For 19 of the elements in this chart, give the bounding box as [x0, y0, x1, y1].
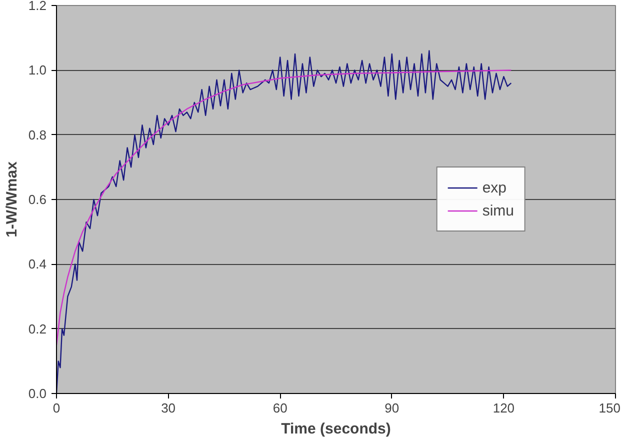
y-tick-label: 0.6 [28, 192, 47, 207]
x-tick-label: 60 [272, 400, 288, 416]
x-tick-label: 90 [384, 400, 400, 416]
y-tick-label: 0.4 [28, 256, 47, 272]
y-axis-title: 1-W/Wmax [3, 160, 20, 238]
y-tick-label: 1.2 [28, 0, 47, 13]
legend-label: exp [482, 179, 507, 196]
x-tick-label: 120 [492, 400, 515, 416]
y-tick-label: 0.8 [28, 127, 47, 142]
x-tick-label: 0 [52, 400, 60, 416]
line-series [56, 50, 512, 394]
x-axis-title: Time (seconds) [281, 420, 391, 438]
y-tick-label: 1.0 [28, 62, 47, 78]
legend-label: simu [482, 202, 514, 219]
x-tick-label: 30 [161, 400, 176, 416]
y-tick-label: 0.2 [28, 321, 47, 336]
x-tick-label: 150 [598, 400, 621, 416]
y-tick-label: 0.0 [28, 386, 47, 401]
line-series [56, 70, 512, 346]
